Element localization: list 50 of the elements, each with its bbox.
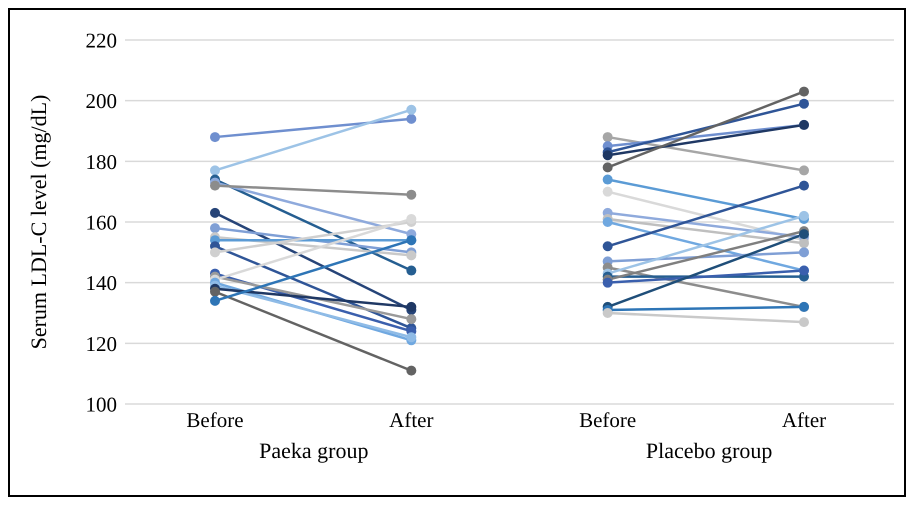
point bbox=[602, 174, 613, 185]
point bbox=[799, 247, 809, 258]
y-tick-label: 100 bbox=[86, 392, 117, 416]
point bbox=[210, 165, 220, 176]
point bbox=[210, 132, 220, 142]
y-axis-title: Serum LDL-C level (mg/dL) bbox=[26, 94, 51, 350]
y-tick-label: 140 bbox=[86, 271, 117, 296]
point bbox=[602, 278, 613, 288]
point bbox=[406, 302, 416, 312]
point bbox=[799, 180, 809, 191]
point bbox=[602, 162, 613, 172]
x-tick-label: Before bbox=[579, 408, 636, 432]
point bbox=[406, 266, 416, 276]
point bbox=[406, 250, 416, 260]
x-tick-label: Before bbox=[186, 408, 244, 432]
point bbox=[406, 366, 416, 376]
x-tick-label: After bbox=[389, 408, 434, 432]
point bbox=[602, 241, 613, 252]
point bbox=[799, 229, 809, 240]
point bbox=[210, 180, 220, 191]
y-tick-label: 220 bbox=[86, 28, 117, 52]
point bbox=[406, 104, 416, 115]
point bbox=[799, 210, 809, 221]
point bbox=[210, 296, 220, 306]
point bbox=[799, 238, 809, 248]
point bbox=[406, 190, 416, 200]
point bbox=[799, 165, 809, 176]
x-tick-label: After bbox=[782, 408, 826, 432]
point bbox=[406, 332, 416, 342]
point bbox=[602, 186, 613, 197]
point bbox=[406, 214, 416, 224]
text: Placebo group bbox=[644, 438, 774, 464]
text: Paeka group bbox=[258, 438, 370, 464]
point bbox=[799, 98, 809, 109]
y-tick-label: 160 bbox=[86, 210, 117, 234]
point bbox=[210, 223, 220, 234]
point bbox=[602, 308, 613, 318]
point bbox=[210, 286, 220, 297]
point bbox=[406, 314, 416, 324]
y-tick-label: 120 bbox=[86, 332, 117, 356]
point bbox=[210, 247, 220, 258]
point bbox=[210, 208, 220, 218]
point bbox=[799, 317, 809, 328]
point bbox=[406, 114, 416, 124]
point bbox=[602, 150, 613, 160]
y-tick-label: 180 bbox=[86, 150, 117, 174]
point bbox=[799, 86, 809, 97]
point bbox=[602, 132, 613, 142]
y-tick-label: 200 bbox=[86, 89, 117, 114]
point bbox=[602, 217, 613, 227]
